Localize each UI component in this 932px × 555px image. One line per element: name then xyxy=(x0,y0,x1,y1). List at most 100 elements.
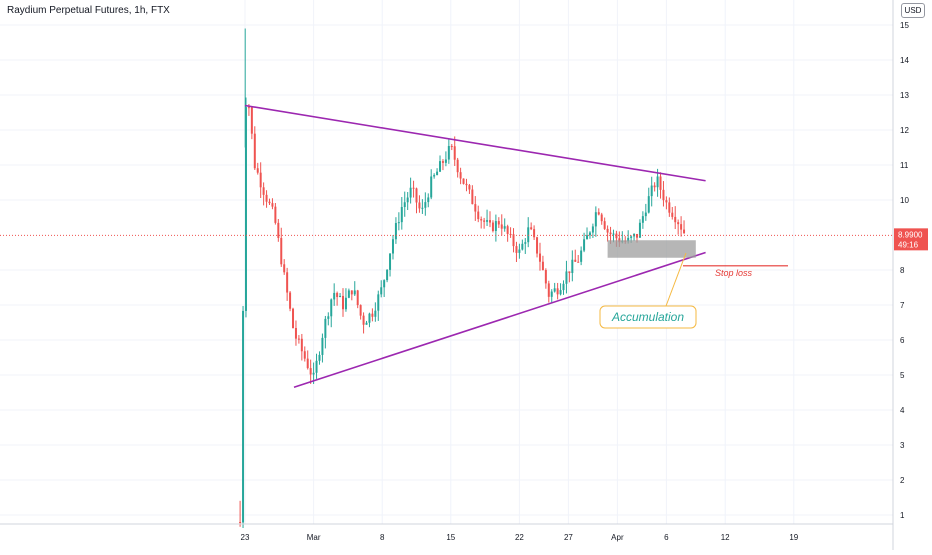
candle-body xyxy=(327,316,330,319)
candle-body xyxy=(274,206,277,223)
candle-body xyxy=(568,271,571,274)
price-badge-value: 8.9900 xyxy=(898,230,923,239)
candle-body xyxy=(397,222,400,224)
price-tick-label: 3 xyxy=(900,441,905,450)
candle-body xyxy=(471,189,474,205)
candle-body xyxy=(474,204,477,212)
candle-body xyxy=(439,161,442,172)
candle-body xyxy=(347,290,350,298)
time-tick-label: Mar xyxy=(307,533,321,542)
candle-body xyxy=(336,292,339,297)
candle-body xyxy=(297,338,300,340)
price-tick-label: 7 xyxy=(900,301,905,310)
time-axis[interactable]: 23 Mar 8 15 22 27 Apr 6 12 19 xyxy=(0,523,893,542)
candle-body xyxy=(415,188,418,203)
candle-body xyxy=(380,287,383,295)
candle-body xyxy=(574,259,577,262)
candle-body xyxy=(480,219,483,221)
candle-body xyxy=(662,189,665,201)
candle-body xyxy=(618,238,621,243)
candle-body xyxy=(365,322,368,325)
candle-body xyxy=(489,220,491,223)
candle-body xyxy=(527,227,530,243)
candle-body xyxy=(586,235,589,240)
candle-body xyxy=(656,176,659,188)
candle-body xyxy=(247,107,250,109)
candle-body xyxy=(391,239,394,254)
candle-body xyxy=(277,222,280,238)
candle-body xyxy=(562,283,565,291)
candle-body xyxy=(289,292,292,309)
candle-body xyxy=(521,243,524,250)
candle-body xyxy=(271,203,274,207)
price-tick-label: 8 xyxy=(900,266,905,275)
candle-body xyxy=(591,226,594,233)
candle-body xyxy=(647,196,650,213)
candle-body xyxy=(515,246,518,253)
candle-body xyxy=(541,261,544,271)
time-tick-label: Apr xyxy=(611,533,624,542)
candle-body xyxy=(377,294,380,311)
candle-body xyxy=(300,338,303,352)
candle-body xyxy=(418,202,421,209)
accumulation-zone[interactable] xyxy=(607,240,696,258)
price-tick-label: 10 xyxy=(900,196,909,205)
candle-body xyxy=(292,308,295,329)
candle-body xyxy=(612,233,615,235)
candle-body xyxy=(565,271,568,284)
candle-body xyxy=(580,250,583,262)
candle-body xyxy=(538,253,541,262)
price-tick-label: 14 xyxy=(900,56,909,65)
candle-body xyxy=(533,229,536,238)
candle-body xyxy=(342,295,344,310)
candle-body xyxy=(559,290,562,295)
candle-body xyxy=(577,261,580,263)
drawings[interactable]: Stop loss Accumulation xyxy=(0,104,893,389)
lower-trendline[interactable] xyxy=(293,251,706,389)
grid xyxy=(0,0,893,524)
candle-body xyxy=(453,146,456,160)
candle-body xyxy=(430,176,433,198)
price-tick-label: 15 xyxy=(900,21,909,30)
price-tick-label: 6 xyxy=(900,336,905,345)
chart-title: Raydium Perpetual Futures, 1h, FTX xyxy=(5,4,172,17)
candle-body xyxy=(494,221,497,231)
candle-body xyxy=(400,207,403,223)
time-tick-label: 15 xyxy=(446,533,455,542)
currency-button[interactable]: USD xyxy=(901,3,925,18)
callout-pointer xyxy=(665,252,687,307)
candle-body xyxy=(433,175,436,177)
candle-body xyxy=(650,185,653,197)
candle-body xyxy=(477,211,480,220)
candle-body xyxy=(350,290,353,295)
candle-body xyxy=(394,223,397,240)
candle-body xyxy=(653,185,656,188)
candle-body xyxy=(638,222,641,238)
upper-trendline[interactable] xyxy=(244,104,706,182)
candle-body xyxy=(468,185,471,190)
candle-body xyxy=(427,197,430,203)
accumulation-callout[interactable] xyxy=(599,305,697,329)
price-badge xyxy=(894,228,928,251)
candle-body xyxy=(536,237,539,254)
candle-body xyxy=(497,221,500,225)
accumulation-label: Accumulation xyxy=(611,310,684,324)
price-tick-label: 4 xyxy=(900,406,905,415)
candle-body xyxy=(441,161,444,163)
candle-body xyxy=(486,220,489,222)
candle-body xyxy=(324,318,327,338)
candle-body xyxy=(544,270,547,284)
candle-body xyxy=(447,146,450,160)
candle-body xyxy=(500,224,503,229)
candle-body xyxy=(244,107,247,311)
candle-body xyxy=(259,172,262,188)
candle-body xyxy=(506,226,509,234)
stop-loss-label: Stop loss xyxy=(715,268,753,278)
candle-body xyxy=(547,283,550,297)
time-tick-label: 8 xyxy=(380,533,385,542)
candle-body xyxy=(262,187,265,195)
candle-body xyxy=(256,168,259,173)
